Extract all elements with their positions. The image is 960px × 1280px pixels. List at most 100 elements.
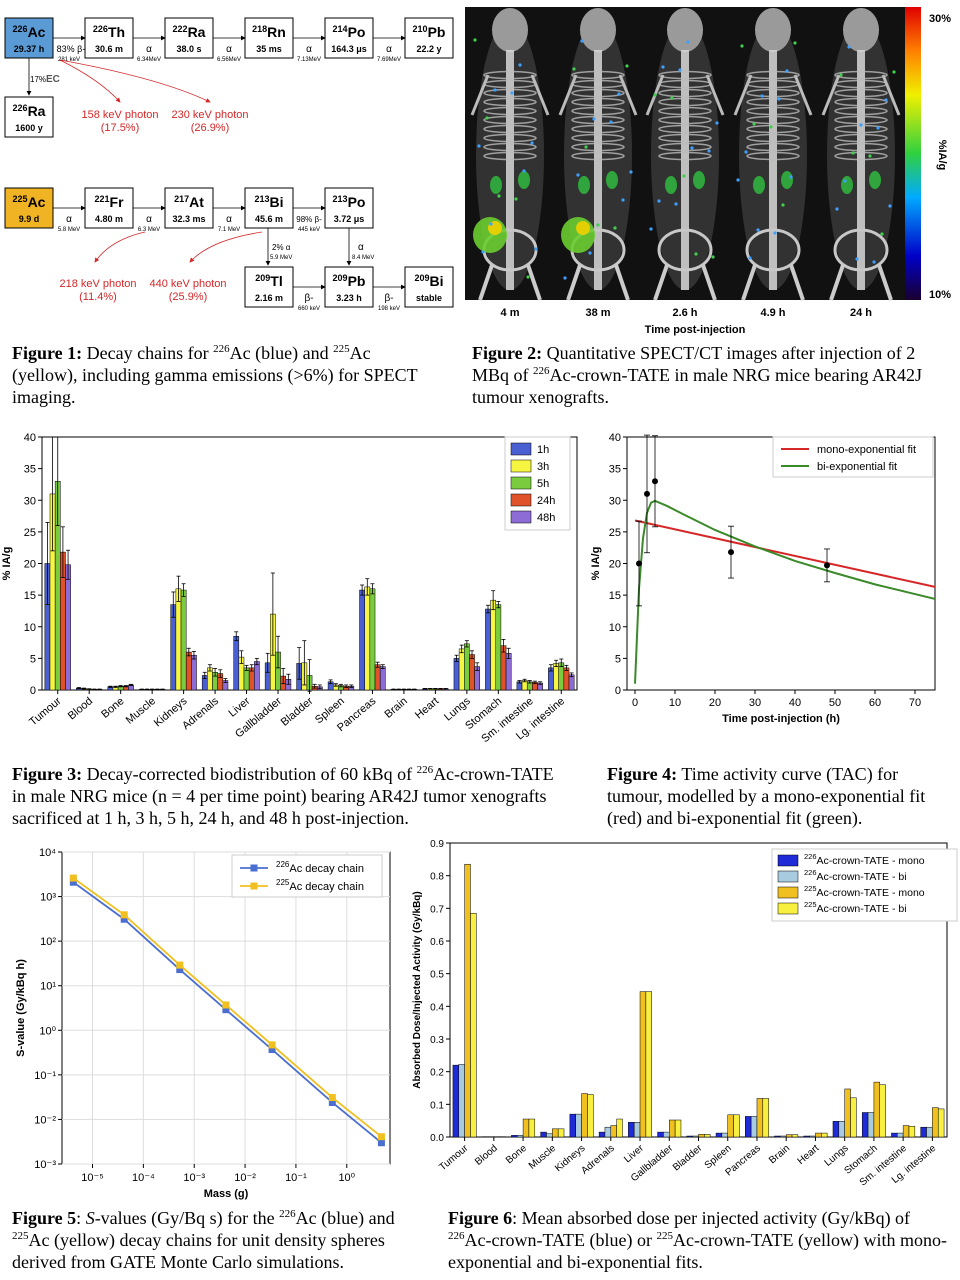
x-tick-label: 10⁻¹ xyxy=(285,1172,307,1184)
chain226-222ra-symbol: 222Ra xyxy=(173,24,206,40)
bar xyxy=(587,1094,594,1138)
noise-speck xyxy=(489,222,493,226)
bar xyxy=(832,1121,840,1138)
chain226-222ra-halflife: 38.0 s xyxy=(176,44,201,54)
mouse-leg xyxy=(789,264,805,301)
chain226-mode-label: α xyxy=(146,44,152,55)
time-label: 4 m xyxy=(501,307,520,319)
chain225-energy-label: 445 keV xyxy=(298,227,320,233)
series-marker xyxy=(328,1094,336,1102)
noise-speck xyxy=(707,149,711,153)
bar xyxy=(657,1131,664,1138)
data-point xyxy=(824,562,830,569)
legend-swatch xyxy=(777,886,799,899)
bar xyxy=(861,1112,869,1138)
y-tick-label: 35 xyxy=(24,464,36,476)
y-tick-label: 0.5 xyxy=(430,970,444,981)
noise-speck xyxy=(892,70,896,74)
mouse-pelvis xyxy=(833,228,889,272)
legend-swatch xyxy=(510,510,532,524)
noise-speck xyxy=(694,252,698,256)
noise-speck xyxy=(777,97,781,101)
noise-speck xyxy=(868,154,872,158)
noise-speck xyxy=(580,39,584,43)
bar xyxy=(563,667,570,691)
bar xyxy=(374,664,381,691)
figure-2-spect-images: 4 m 38 m 2.6 h 4.9 h 24 h Time post-injection… xyxy=(465,0,960,340)
bar xyxy=(803,1135,810,1138)
caption-italic: S xyxy=(85,1208,95,1228)
noise-speck xyxy=(740,44,744,48)
mouse-leg xyxy=(614,264,630,301)
y-tick-label: 10 xyxy=(609,622,621,634)
mouse-rib xyxy=(746,124,800,134)
mouse-image xyxy=(645,8,725,301)
bar xyxy=(645,991,652,1138)
kidney-uptake xyxy=(841,176,853,194)
mouse-rib xyxy=(483,106,537,116)
noise-speck xyxy=(530,141,534,145)
bar xyxy=(369,588,376,691)
figure-5-svalue-chart: 10⁻⁵ 10⁻⁴ 10⁻³ 10⁻² 10⁻¹ 10⁰ 10⁻³ 10⁻² 10⁻¹ 10⁰ 10… xyxy=(0,840,440,1205)
figure-1-caption: Figure 1: Decay chains for 226Ac (blue) … xyxy=(12,342,432,408)
bar xyxy=(464,863,471,1138)
figure-6-absorbed-dose-chart: 0.0 0.1 0.2 0.3 0.4 0.5 0.6 0.7 0.8 0.9 Tumour Bloo… xyxy=(410,835,960,1205)
x-tick-label: 0 xyxy=(632,697,638,709)
noise-speck xyxy=(678,68,682,72)
chain225-217at-halflife: 32.3 ms xyxy=(172,214,205,224)
fit-line xyxy=(634,519,936,588)
kidney-uptake xyxy=(665,176,677,194)
mouse-arm xyxy=(618,74,638,116)
photon-arrow xyxy=(189,231,263,263)
tumour-hotspot xyxy=(576,221,590,235)
bar xyxy=(540,1131,547,1138)
figure-6-caption: Figure 6: Mean absorbed dose per injecte… xyxy=(448,1207,948,1273)
series-marker xyxy=(69,878,77,886)
photon-label: 440 keV photon xyxy=(149,278,226,290)
noise-speck xyxy=(485,116,489,120)
kidney-uptake xyxy=(753,176,765,194)
data-point xyxy=(644,490,650,497)
bar xyxy=(458,1064,465,1138)
noise-speck xyxy=(572,67,576,71)
bar xyxy=(686,1135,693,1138)
x-tick-label: 50 xyxy=(829,697,841,709)
caption-text: Decay chains for xyxy=(82,343,214,363)
noise-speck xyxy=(686,40,690,44)
caption-text: Quantitative SPECT/CT images after injec… xyxy=(472,343,916,385)
mouse-rib xyxy=(658,88,712,98)
photon-arrow xyxy=(59,59,211,103)
y-tick-label: 0.6 xyxy=(430,937,444,948)
bar xyxy=(809,1135,816,1138)
bar xyxy=(727,1114,734,1138)
bar xyxy=(704,1134,711,1138)
y-tick-label: 10² xyxy=(40,936,56,948)
mouse-rib xyxy=(746,133,800,143)
mouse-spine xyxy=(681,50,689,290)
bar xyxy=(780,1135,787,1138)
y-tick-label: 5 xyxy=(615,653,621,665)
bar xyxy=(791,1134,799,1138)
mouse-rib xyxy=(746,142,800,152)
x-tick-label: Bladder xyxy=(671,1142,705,1173)
series-marker xyxy=(69,874,77,882)
y-tick-label: 10¹ xyxy=(40,981,56,993)
x-tick-label: Heart xyxy=(796,1143,822,1167)
ra226-box xyxy=(4,96,54,138)
legend-label: 225Ac-crown-TATE - bi xyxy=(804,900,907,915)
noise-speck xyxy=(711,255,715,259)
mouse-leg xyxy=(566,264,582,301)
y-tick-label: 0 xyxy=(615,685,621,697)
chain225-221fr-halflife: 4.80 m xyxy=(95,214,123,224)
mouse-leg xyxy=(741,264,757,301)
x-tick-label: 10 xyxy=(669,697,681,709)
legend-label: 1h xyxy=(537,444,549,456)
y-tick-label: 20 xyxy=(24,559,36,571)
noise-speck xyxy=(518,63,522,67)
mouse-image xyxy=(821,8,901,301)
mouse-rib xyxy=(571,124,625,134)
bar xyxy=(254,661,260,691)
legend-label: 226Ac decay chain xyxy=(276,860,364,875)
caption-text: -values (Gy/Bq s) for the xyxy=(94,1208,280,1228)
